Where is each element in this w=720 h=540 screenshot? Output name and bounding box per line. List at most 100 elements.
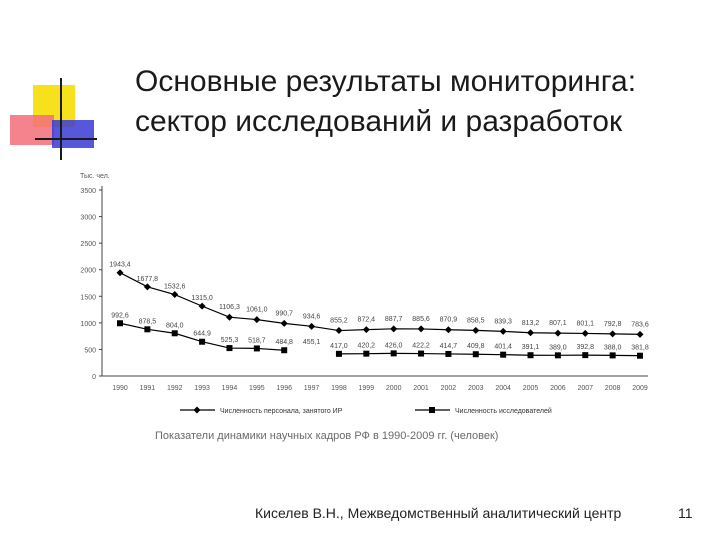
series-2-point [363,350,370,357]
series-2-point [554,352,561,359]
x-tick-label: 2000 [386,385,402,392]
data-label-series-1: 783,6 [631,321,649,328]
data-label-series-2: 525,3 [221,337,239,344]
x-tick-label: 2006 [550,385,566,392]
data-label-series-2: 392,8 [576,344,594,351]
series-line-1 [119,272,641,335]
series-2-point [117,320,123,327]
data-label-series-2: 417,0 [330,343,348,350]
data-label-series-2: 992,6 [111,312,129,319]
series-2-point [445,350,452,357]
series-1-point [636,330,644,338]
y-axis-label: Тыс. чел. [80,173,110,180]
series-2-point [199,338,206,345]
data-label-series-1: 872,4 [358,317,376,324]
y-tick-label: 2500 [80,241,96,248]
series-2-point [281,347,288,354]
x-tick-label: 2007 [577,385,593,392]
x-tick-label: 1992 [167,385,183,392]
deco-horizontal-line [35,138,97,140]
series-2-point [527,352,534,359]
data-label-series-2: 422,2 [412,343,430,350]
data-label-series-2: 388,0 [604,344,622,351]
data-label-series-2: 804,0 [166,322,184,329]
x-tick-label: 2005 [523,385,539,392]
data-label-series-1: 813,2 [522,320,540,327]
series-2-point [226,345,233,352]
series-1-point [308,322,316,330]
series-1-point [335,327,343,335]
series-1-point [581,329,589,337]
y-tick-label: 3000 [80,215,96,222]
legend-label-1: Численность персонала, занятого ИР [220,408,343,415]
deco-vertical-line [60,78,62,160]
x-tick-label: 2008 [605,385,621,392]
title-line-1: Основные результаты мониторинга: [135,65,637,98]
series-2-point [418,350,425,357]
x-tick-label: 2009 [632,385,648,392]
series-1-point [527,329,535,337]
series-1-point [198,302,206,310]
slide-title: Основные результаты мониторинга: сектор … [135,62,705,142]
data-label-series-1: 870,9 [440,317,458,324]
data-label-series-1: 1943,4 [109,262,131,269]
x-tick-label: 1995 [249,385,265,392]
series-1-point [554,329,562,337]
series-2-point [253,345,260,352]
footer-author: Киселев В.Н., Межведомственный аналитиче… [255,505,622,521]
y-tick-label: 0 [92,374,96,381]
series-1-point [253,316,261,324]
series-1-point [362,326,370,334]
series-1-point [280,319,288,327]
series-line-2 [338,352,641,357]
series-1-point [143,283,151,291]
data-label-series-2: 426,0 [385,342,403,349]
data-label-series-1: 934,6 [303,313,321,320]
data-label-series-1: 792,8 [604,321,622,328]
y-tick-label: 500 [84,347,96,354]
y-tick-label: 3500 [80,188,96,195]
series-1-point [116,269,124,277]
series-1-point [171,291,179,299]
series-2-point [144,326,151,333]
x-tick-label: 1993 [194,385,210,392]
data-label-series-2: 381,8 [631,345,649,352]
data-label-series-1: 885,6 [412,316,430,323]
data-label-series-1: 887,7 [385,316,403,323]
data-label-series-2: 409,8 [467,343,485,350]
series-2-point [582,352,589,359]
data-label-series-2: 389,0 [549,344,567,351]
page-number: 11 [678,505,693,521]
data-label-series-2: 644,9 [193,331,211,338]
data-label-series-2: 484,8 [275,339,293,346]
series-2-point [609,352,616,359]
x-tick-label: 2001 [413,385,429,392]
series-2-point [472,351,479,358]
data-label-series-2: 518,7 [248,337,266,344]
x-tick-label: 1998 [331,385,347,392]
data-label-series-1: 1315,0 [191,295,213,302]
data-label-series-1: 855,2 [330,318,348,325]
legend-label-2: Численность исследователей [455,407,552,415]
x-tick-label: 1999 [359,385,375,392]
legend-marker-diamond [193,406,201,414]
data-label-series-1: 1532,6 [164,284,186,291]
data-label-series-2: 455,1 [303,339,321,346]
series-1-point [225,313,233,321]
x-tick-label: 1994 [222,385,238,392]
deco-red-square [10,115,54,145]
data-label-series-2: 414,7 [440,343,458,350]
series-2-point [500,351,507,358]
data-label-series-1: 858,5 [467,317,485,324]
x-tick-label: 2003 [468,385,484,392]
data-label-series-1: 1677,8 [137,276,159,283]
chart-caption: Показатели динамики научных кадров РФ в … [155,430,499,442]
series-1-point [609,330,617,338]
series-1-point [390,325,398,333]
data-label-series-1: 807,1 [549,320,567,327]
data-label-series-2: 420,2 [358,343,376,350]
series-2-point [335,350,342,357]
series-2-point [637,352,643,359]
deco-blue-square [52,120,94,148]
